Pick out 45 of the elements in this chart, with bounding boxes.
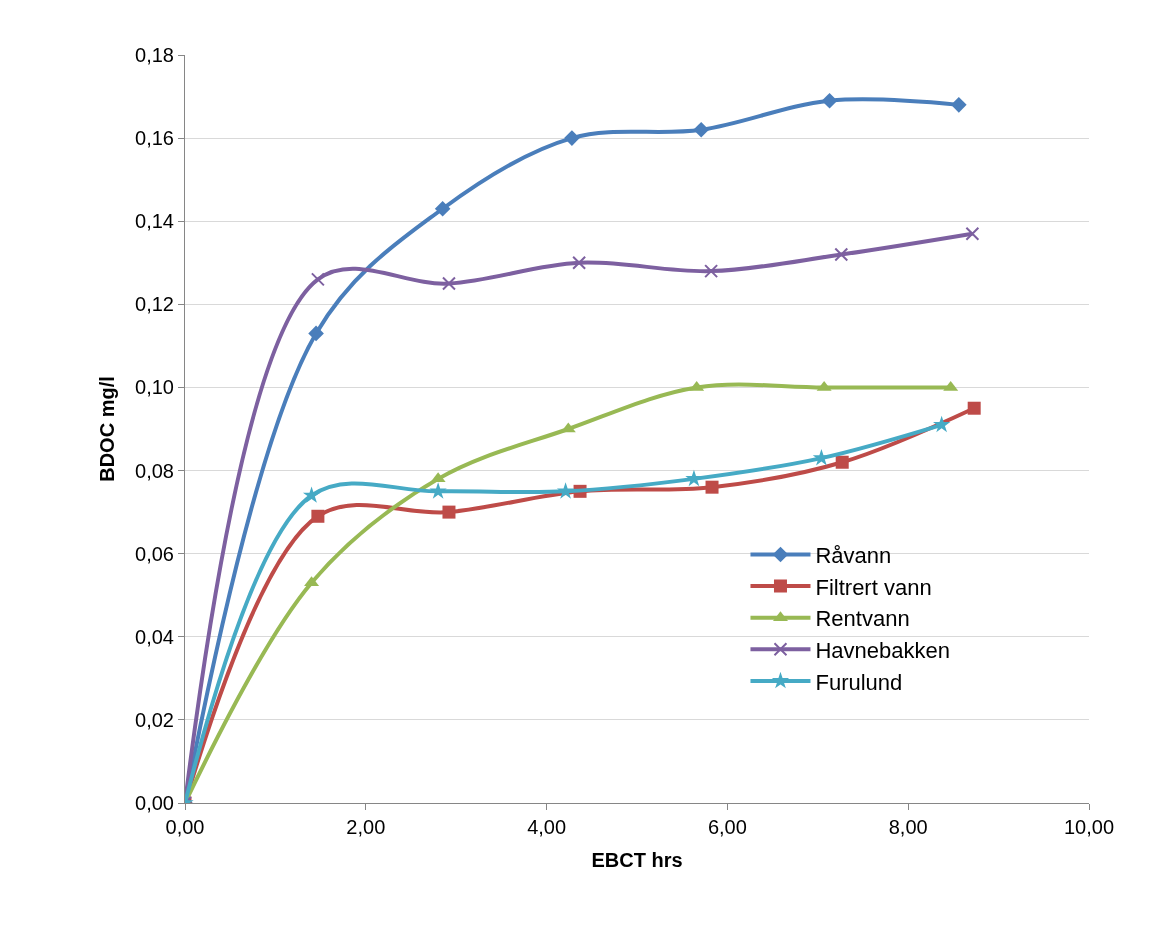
point: [705, 480, 719, 494]
point: [308, 325, 324, 342]
y-tick-label: 0,02: [135, 708, 174, 731]
y-tick-label: 0,08: [135, 459, 174, 482]
point: [311, 509, 325, 523]
x-tick-label: 6,00: [707, 816, 747, 838]
point: [951, 97, 967, 113]
y-axis-title: BDOC mg/l: [95, 376, 118, 482]
point: [835, 455, 849, 469]
point: [965, 226, 980, 241]
point: [834, 247, 849, 262]
y-tick-label: 0,16: [135, 127, 174, 150]
legend-label: Filtrert vann: [815, 574, 932, 600]
point: [693, 122, 709, 138]
y-tick-label: 0,06: [135, 542, 174, 565]
y-tick-label: 0,18: [135, 44, 174, 66]
x-tick-label: 4,00: [527, 816, 567, 838]
point: [967, 401, 981, 415]
point: [564, 130, 580, 146]
y-tick-label: 0,04: [135, 625, 174, 648]
y-tick-label: 0,14: [135, 210, 174, 233]
point: [429, 482, 447, 499]
point: [434, 200, 451, 217]
point: [821, 92, 838, 109]
x-axis-title: EBCT hrs: [591, 848, 683, 871]
point: [441, 276, 456, 291]
point: [685, 469, 703, 487]
point: [310, 272, 325, 287]
legend-label: Havnebakken: [815, 637, 951, 663]
point: [302, 486, 321, 503]
x-tick-label: 10,00: [1063, 816, 1115, 838]
legend-label: Råvann: [815, 543, 892, 569]
point: [704, 264, 719, 279]
y-tick-label: 0,00: [135, 792, 174, 814]
legend-label: Furulund: [815, 669, 903, 695]
x-tick-label: 8,00: [888, 816, 928, 838]
y-tick-label: 0,10: [135, 376, 174, 399]
x-tick-label: 2,00: [346, 816, 386, 838]
y-tick-label: 0,12: [135, 293, 174, 316]
point: [933, 415, 951, 433]
x-tick-label: 0,00: [165, 816, 205, 838]
point: [572, 255, 587, 270]
legend-label: Rentvann: [815, 606, 910, 632]
point: [556, 482, 575, 499]
point: [442, 505, 456, 519]
